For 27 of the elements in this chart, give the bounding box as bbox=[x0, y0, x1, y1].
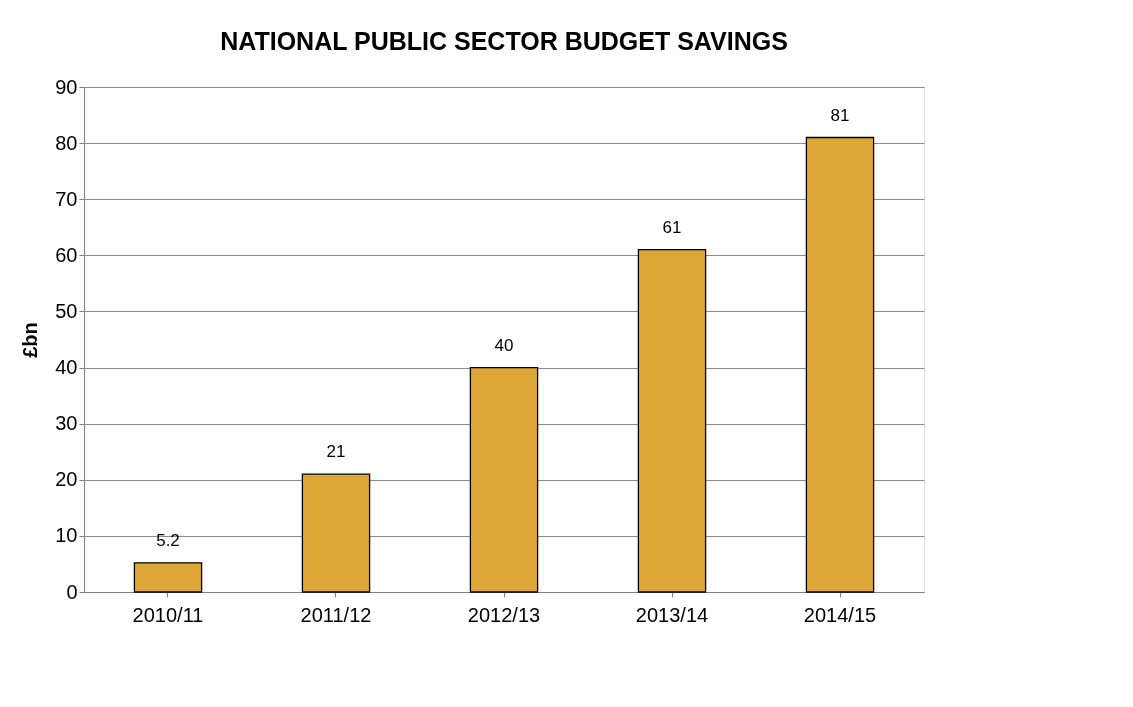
data-label: 40 bbox=[494, 335, 514, 355]
x-tick-label: 2013/14 bbox=[635, 603, 709, 626]
bar bbox=[133, 562, 203, 593]
y-tick-label: 70 bbox=[55, 187, 78, 210]
y-tick-label: 30 bbox=[55, 412, 78, 435]
x-tick-label: 2010/11 bbox=[132, 603, 204, 626]
bar bbox=[637, 249, 707, 593]
bar bbox=[301, 473, 371, 593]
data-label: 81 bbox=[830, 105, 850, 125]
y-tick-label: 0 bbox=[66, 580, 78, 603]
y-tick-label: 60 bbox=[55, 243, 78, 266]
y-tick-label: 20 bbox=[55, 468, 78, 491]
data-label: 61 bbox=[662, 217, 682, 237]
y-tick-label: 50 bbox=[55, 299, 78, 322]
y-tick-label: 10 bbox=[55, 524, 78, 547]
y-tick-label: 90 bbox=[55, 75, 78, 98]
y-tick-label: 80 bbox=[55, 131, 78, 154]
bar bbox=[805, 136, 875, 593]
x-tick-label: 2012/13 bbox=[467, 603, 541, 626]
y-axis-title: £bn bbox=[19, 322, 42, 358]
x-tick-label: 2011/12 bbox=[300, 603, 372, 626]
chart-title: NATIONAL PUBLIC SECTOR BUDGET SAVINGS bbox=[220, 27, 788, 55]
data-label: 5.2 bbox=[156, 530, 180, 550]
bar bbox=[469, 366, 539, 593]
y-tick-label: 40 bbox=[55, 356, 78, 379]
x-tick-label: 2014/15 bbox=[803, 603, 877, 626]
data-label: 21 bbox=[326, 442, 346, 462]
